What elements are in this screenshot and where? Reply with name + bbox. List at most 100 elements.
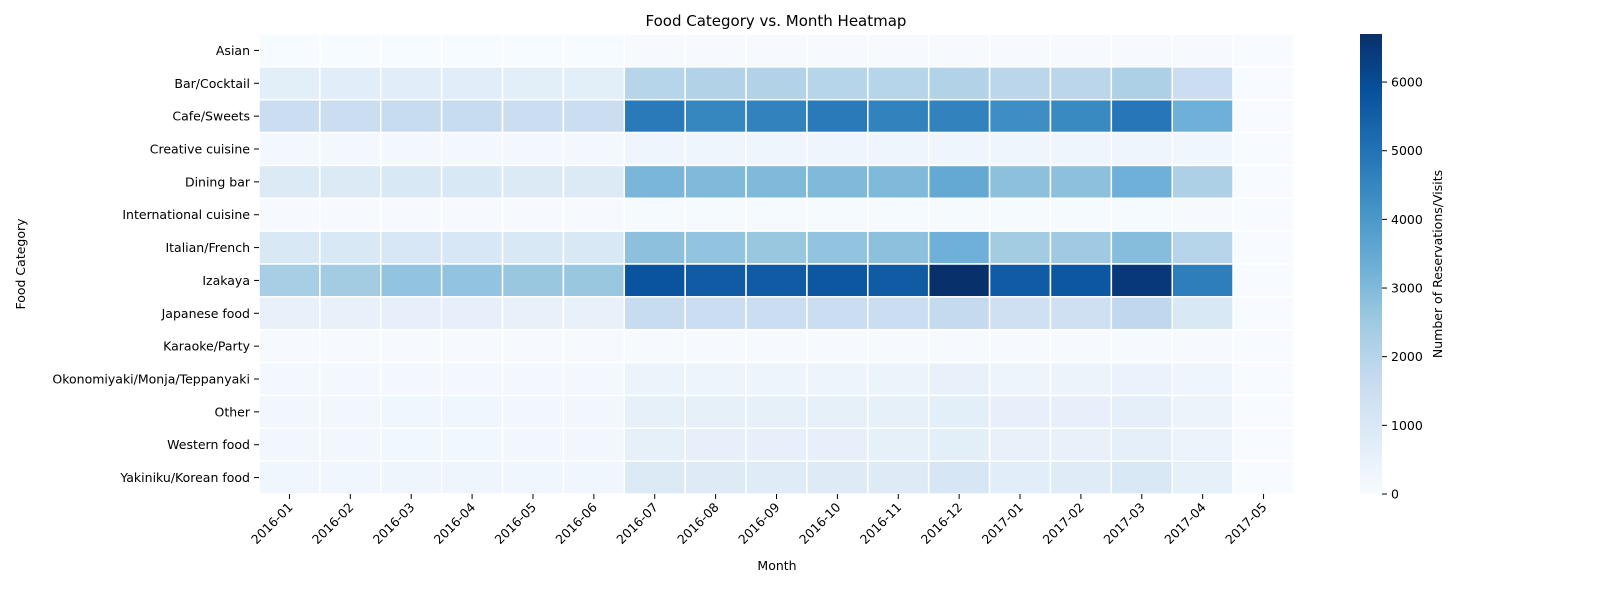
heatmap-cell (1232, 394, 1295, 430)
heatmap-cell (1049, 230, 1113, 265)
heatmap-cell (380, 361, 443, 397)
heatmap-cell (562, 197, 626, 232)
heatmap-cell (501, 394, 565, 430)
heatmap-cell (1110, 164, 1173, 200)
heatmap-cell (806, 98, 869, 134)
heatmap-cell (1049, 164, 1113, 200)
y-tick-label: International cuisine (122, 207, 250, 222)
heatmap-cell (440, 131, 504, 167)
heatmap-cell (806, 394, 869, 430)
heatmap-cell (258, 296, 321, 331)
heatmap-cell (380, 263, 443, 298)
heatmap-cell (258, 98, 321, 134)
heatmap-cell (1110, 460, 1173, 495)
heatmap-cell (806, 328, 869, 364)
heatmap-cell (927, 197, 991, 232)
heatmap-cell (927, 66, 991, 101)
heatmap-cell (867, 394, 930, 430)
heatmap-cell (440, 460, 504, 495)
heatmap-cell (258, 263, 321, 298)
heatmap-cell (684, 460, 747, 495)
heatmap-cell (562, 98, 626, 134)
heatmap-cell (623, 394, 686, 430)
heatmap-cell (988, 131, 1052, 167)
heatmap-cell (745, 263, 808, 298)
x-tick-label: 2017-01 (979, 500, 1027, 548)
heatmap-cell (745, 230, 808, 265)
heatmap-cell (501, 296, 565, 331)
heatmap-cell (501, 66, 565, 101)
colorbar-label: Number of Reservations/Visits (1430, 170, 1445, 358)
heatmap-cell (1049, 197, 1113, 232)
heatmap-cell (684, 98, 747, 134)
y-tick-label: Japanese food (161, 306, 250, 321)
x-tick-label: 2016-05 (492, 500, 540, 548)
heatmap-cell (1232, 427, 1295, 462)
heatmap-cell (319, 328, 382, 364)
chart-title: Food Category vs. Month Heatmap (646, 12, 907, 30)
colorbar-tick-label: 0 (1391, 487, 1399, 502)
heatmap-cell (319, 197, 382, 232)
heatmap-cell (623, 197, 686, 232)
heatmap-cell (319, 98, 382, 134)
heatmap-cell (806, 263, 869, 298)
heatmap-cell (1232, 296, 1295, 331)
heatmap-cell (562, 33, 626, 68)
heatmap-cell (684, 66, 747, 101)
heatmap-cell (380, 296, 443, 331)
heatmap-cell (745, 427, 808, 462)
heatmap-cell (319, 394, 382, 430)
heatmap-cell (258, 131, 321, 167)
heatmap-cell (806, 427, 869, 462)
heatmap-cell (380, 197, 443, 232)
heatmap-cell (501, 33, 565, 68)
heatmap-cell (988, 98, 1052, 134)
heatmap-cell (562, 328, 626, 364)
heatmap-cell (258, 361, 321, 397)
heatmap-cell (1232, 164, 1295, 200)
heatmap-cell (258, 230, 321, 265)
heatmap-cell (1171, 197, 1234, 232)
heatmap-cell (623, 328, 686, 364)
heatmap-cell (562, 263, 626, 298)
heatmap-cell (867, 66, 930, 101)
heatmap-cell (1171, 296, 1234, 331)
heatmap-cell (319, 427, 382, 462)
heatmap-cell (380, 427, 443, 462)
heatmap-cell (258, 33, 321, 68)
heatmap-cell (1110, 263, 1173, 298)
heatmap-cell (1110, 66, 1173, 101)
heatmap-cell (1171, 263, 1234, 298)
heatmap-cell (380, 460, 443, 495)
heatmap-cell (319, 296, 382, 331)
x-tick-label: 2017-02 (1039, 500, 1087, 548)
heatmap-cell (440, 98, 504, 134)
heatmap-cell (684, 394, 747, 430)
heatmap-cell (988, 460, 1052, 495)
heatmap-cell (1049, 131, 1113, 167)
heatmap-cell (806, 296, 869, 331)
heatmap-cell (319, 460, 382, 495)
heatmap-cell (988, 164, 1052, 200)
heatmap-cell (988, 197, 1052, 232)
heatmap-cell (1232, 460, 1295, 495)
heatmap-cell (440, 33, 504, 68)
heatmap-cell (927, 460, 991, 495)
heatmap-cell (1110, 230, 1173, 265)
heatmap-cell (867, 164, 930, 200)
heatmap-cell (440, 263, 504, 298)
heatmap-cell (927, 361, 991, 397)
heatmap-cell (501, 164, 565, 200)
heatmap-cell (258, 460, 321, 495)
heatmap-cell (501, 197, 565, 232)
heatmap-cell (684, 328, 747, 364)
heatmap-cell (1110, 33, 1173, 68)
heatmap-cell (623, 427, 686, 462)
heatmap-cell (806, 131, 869, 167)
heatmap-cell (988, 394, 1052, 430)
heatmap-cell (1171, 361, 1234, 397)
x-tick-label: 2016-07 (613, 500, 661, 548)
heatmap-cell (562, 296, 626, 331)
heatmap-cell (745, 328, 808, 364)
heatmap-cell (380, 33, 443, 68)
